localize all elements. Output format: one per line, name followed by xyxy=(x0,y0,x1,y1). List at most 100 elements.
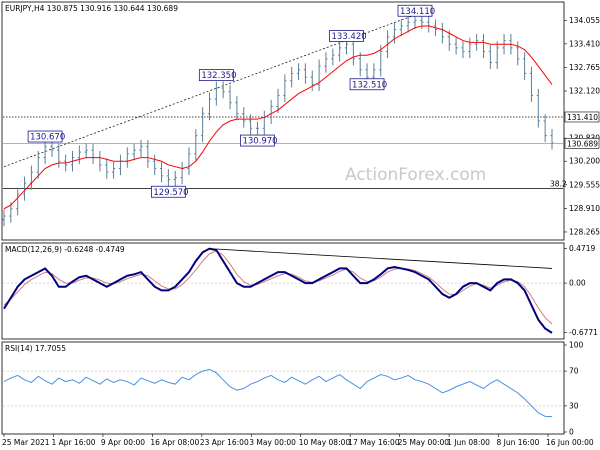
x-tick-label: 8 Jun 16:00 xyxy=(497,438,540,447)
price-bar xyxy=(57,143,61,168)
price-bar xyxy=(550,129,554,150)
price-tag-label: 130.689 xyxy=(567,139,598,148)
x-tick-label: 1 Jun 08:00 xyxy=(447,438,490,447)
y-tick-label: 133.410 xyxy=(569,39,600,48)
annotation-box xyxy=(150,185,186,198)
price-bar xyxy=(221,81,225,99)
macd-line xyxy=(3,247,553,334)
y-tick-label: 0 xyxy=(569,428,574,437)
price-bar xyxy=(488,44,492,70)
annotation-box xyxy=(198,69,234,82)
price-bar xyxy=(495,41,499,70)
price-bar xyxy=(112,161,116,179)
price-bar xyxy=(207,92,212,121)
macd-panel-frame xyxy=(1,242,565,340)
price-bar xyxy=(249,114,253,135)
rsi-title: RSI(14) 17.7055 xyxy=(5,344,66,353)
price-bar xyxy=(331,48,335,66)
annotation-label: 132.350 xyxy=(201,71,236,81)
price-bar xyxy=(481,33,486,59)
price-bar xyxy=(351,37,355,66)
price-bar xyxy=(536,88,540,128)
price-bar xyxy=(303,63,307,84)
y-tick-label: 128.265 xyxy=(569,227,600,236)
y-tick-label: 70 xyxy=(569,367,579,376)
y-tick-label: 129.555 xyxy=(569,180,600,189)
price-bar xyxy=(228,85,232,110)
y-tick-label: 30 xyxy=(569,401,579,410)
annotation-box xyxy=(240,134,275,147)
price-title: EURJPY,H4 130.875 130.916 130.644 130.68… xyxy=(5,4,178,13)
main-panel-frame xyxy=(1,1,565,241)
price-bar xyxy=(516,41,520,66)
annotation-label: 133.420 xyxy=(332,32,367,42)
price-bar xyxy=(166,169,170,187)
price-bar xyxy=(276,88,280,113)
annotation-label: 129.570 xyxy=(153,188,188,198)
price-bar xyxy=(29,165,33,190)
price-bar xyxy=(317,59,321,92)
price-tag-box xyxy=(564,138,600,149)
price-bar xyxy=(173,171,177,187)
price-bar xyxy=(91,143,95,165)
macd-layer: 0.4719 0.00 -0.6771 xyxy=(3,244,598,337)
moving-average-line xyxy=(3,25,553,210)
annotation-label: 130.970 xyxy=(242,137,277,147)
price-bar xyxy=(399,19,403,37)
y-tick-label: 134.055 xyxy=(569,16,600,25)
price-tag-box xyxy=(564,111,600,123)
price-bar xyxy=(194,129,198,161)
price-bar xyxy=(84,143,88,159)
price-bar xyxy=(201,107,205,143)
fib-label: 38.2 xyxy=(550,180,567,189)
price-bar xyxy=(427,15,431,33)
rsi-panel-frame xyxy=(1,341,565,435)
price-bar xyxy=(461,41,465,59)
price-bar xyxy=(324,52,328,73)
price-bar xyxy=(139,140,143,157)
price-bar xyxy=(36,150,40,179)
price-bar xyxy=(146,140,150,168)
price-bar xyxy=(125,147,129,168)
x-tick-label: 16 Apr 08:00 xyxy=(150,438,199,447)
price-bar xyxy=(523,52,527,81)
y-tick-label: 132.120 xyxy=(569,87,600,96)
y-tick-label: 100 xyxy=(569,341,584,350)
macd-trendline xyxy=(209,248,553,269)
x-tick-label: 25 May 00:00 xyxy=(398,438,450,447)
annotation-label: 134.110 xyxy=(400,7,435,17)
y-tick-label: 132.765 xyxy=(569,63,600,72)
price-bar xyxy=(180,161,184,185)
price-bar xyxy=(440,23,444,44)
price-tag-label: 131.410 xyxy=(567,113,598,122)
price-bar xyxy=(43,140,47,165)
price-bar xyxy=(392,23,397,44)
annotation-box xyxy=(397,4,433,17)
price-bar xyxy=(118,154,123,176)
annotation-label: 132.510 xyxy=(352,80,387,90)
price-bar xyxy=(290,66,294,88)
price-bar xyxy=(98,150,102,172)
x-axis: 25 Mar 2021 1 Apr 16:00 9 Apr 00:00 16 Apr … xyxy=(2,434,594,447)
price-bar xyxy=(187,147,191,176)
y-tick-label: 0.00 xyxy=(569,279,586,288)
price-bar xyxy=(77,145,81,165)
x-tick-label: 25 Mar 2021 xyxy=(2,438,50,447)
price-bar xyxy=(468,37,472,59)
price-bar xyxy=(50,140,54,157)
y-tick-label: 0.4719 xyxy=(569,244,595,253)
price-bar xyxy=(269,99,273,124)
main-layer: 134.055133.410132.765132.120130.830130.2… xyxy=(2,4,600,236)
price-bar xyxy=(255,121,260,135)
price-bar xyxy=(2,209,6,227)
price-bar xyxy=(310,70,314,92)
price-bar xyxy=(296,63,301,81)
annotation-box xyxy=(27,130,63,143)
price-bar xyxy=(16,187,20,216)
annotation-box xyxy=(329,30,364,42)
price-bar xyxy=(262,110,266,135)
rsi-line xyxy=(3,368,553,418)
price-bar xyxy=(105,158,109,179)
x-tick-label: 23 Apr 16:00 xyxy=(200,438,249,447)
